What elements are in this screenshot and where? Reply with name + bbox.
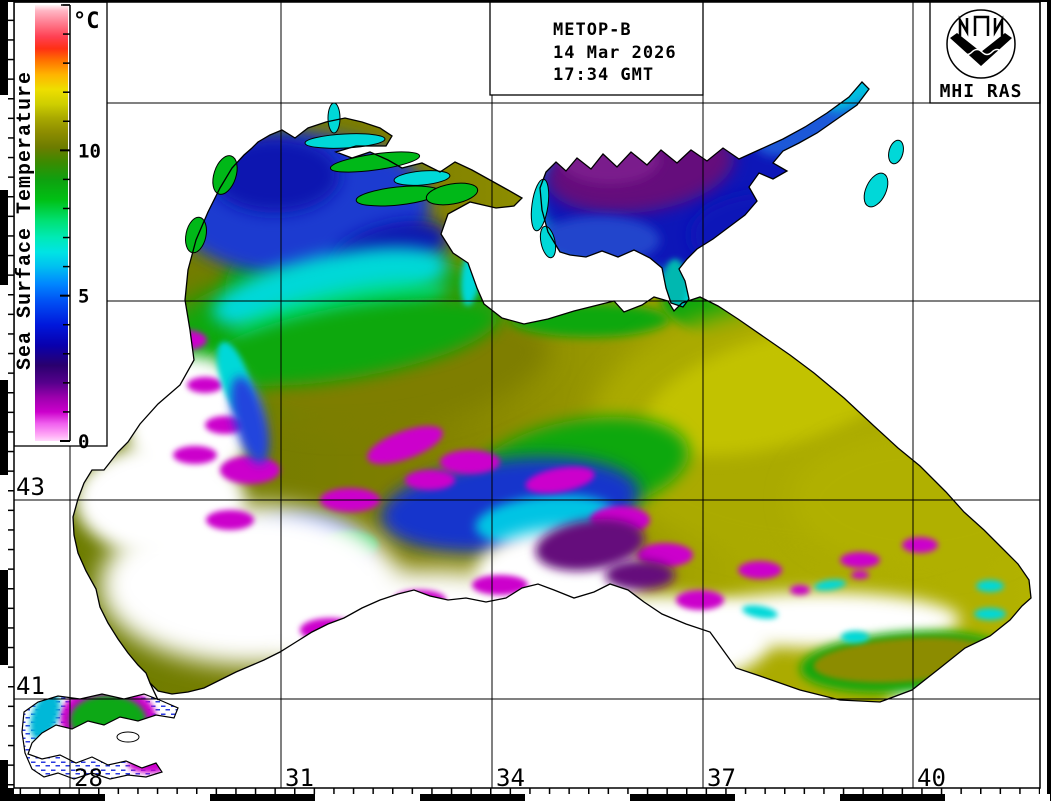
header-panel: METOP-B 14 Mar 2026 17:34 GMT <box>489 0 704 96</box>
colorbar-tick-label: 0 <box>78 431 89 453</box>
neatline-bottom-ticks <box>14 788 1040 794</box>
lon-label-31: 31 <box>285 764 314 792</box>
frame-rect <box>13 1 1041 789</box>
colorbar-tick-label: 10 <box>78 140 101 162</box>
lon-label-28: 28 <box>74 764 103 792</box>
logo-caption: MHI RAS <box>940 81 1023 102</box>
capture-time: 17:34 GMT <box>553 65 654 85</box>
graticule <box>14 2 1040 788</box>
capture-date: 14 Mar 2026 <box>553 43 677 63</box>
bosphorus-strait <box>149 682 159 701</box>
colorbar-ticks: 0 5 10 <box>60 4 101 453</box>
header-box <box>489 0 704 96</box>
lat-label-41: 41 <box>16 672 45 700</box>
neatline-left-ticks <box>8 2 14 788</box>
neatline-left-bars <box>0 2 8 788</box>
colorbar-unit: °C <box>73 9 100 34</box>
lon-label-40: 40 <box>917 764 946 792</box>
lat-label-43: 43 <box>16 473 45 501</box>
satellite-name: METOP-B <box>553 20 632 40</box>
coastal-lagoons <box>185 102 904 259</box>
colorbar-tick-label: 5 <box>78 286 89 308</box>
mhi-ras-logo-icon <box>946 9 1016 79</box>
colorbar-gradient <box>35 5 68 441</box>
colorbar-panel: 0 5 10 °C Sea Surface Temperature <box>13 1 108 453</box>
colorbar-title: Sea Surface Temperature <box>14 71 37 370</box>
coordinate-labels: 43 41 28 31 34 37 40 <box>16 473 946 792</box>
lon-label-37: 37 <box>707 764 736 792</box>
lon-label-34: 34 <box>496 764 525 792</box>
logo-panel: MHI RAS <box>929 0 1041 104</box>
neatline-bottom-bars <box>0 794 1051 801</box>
